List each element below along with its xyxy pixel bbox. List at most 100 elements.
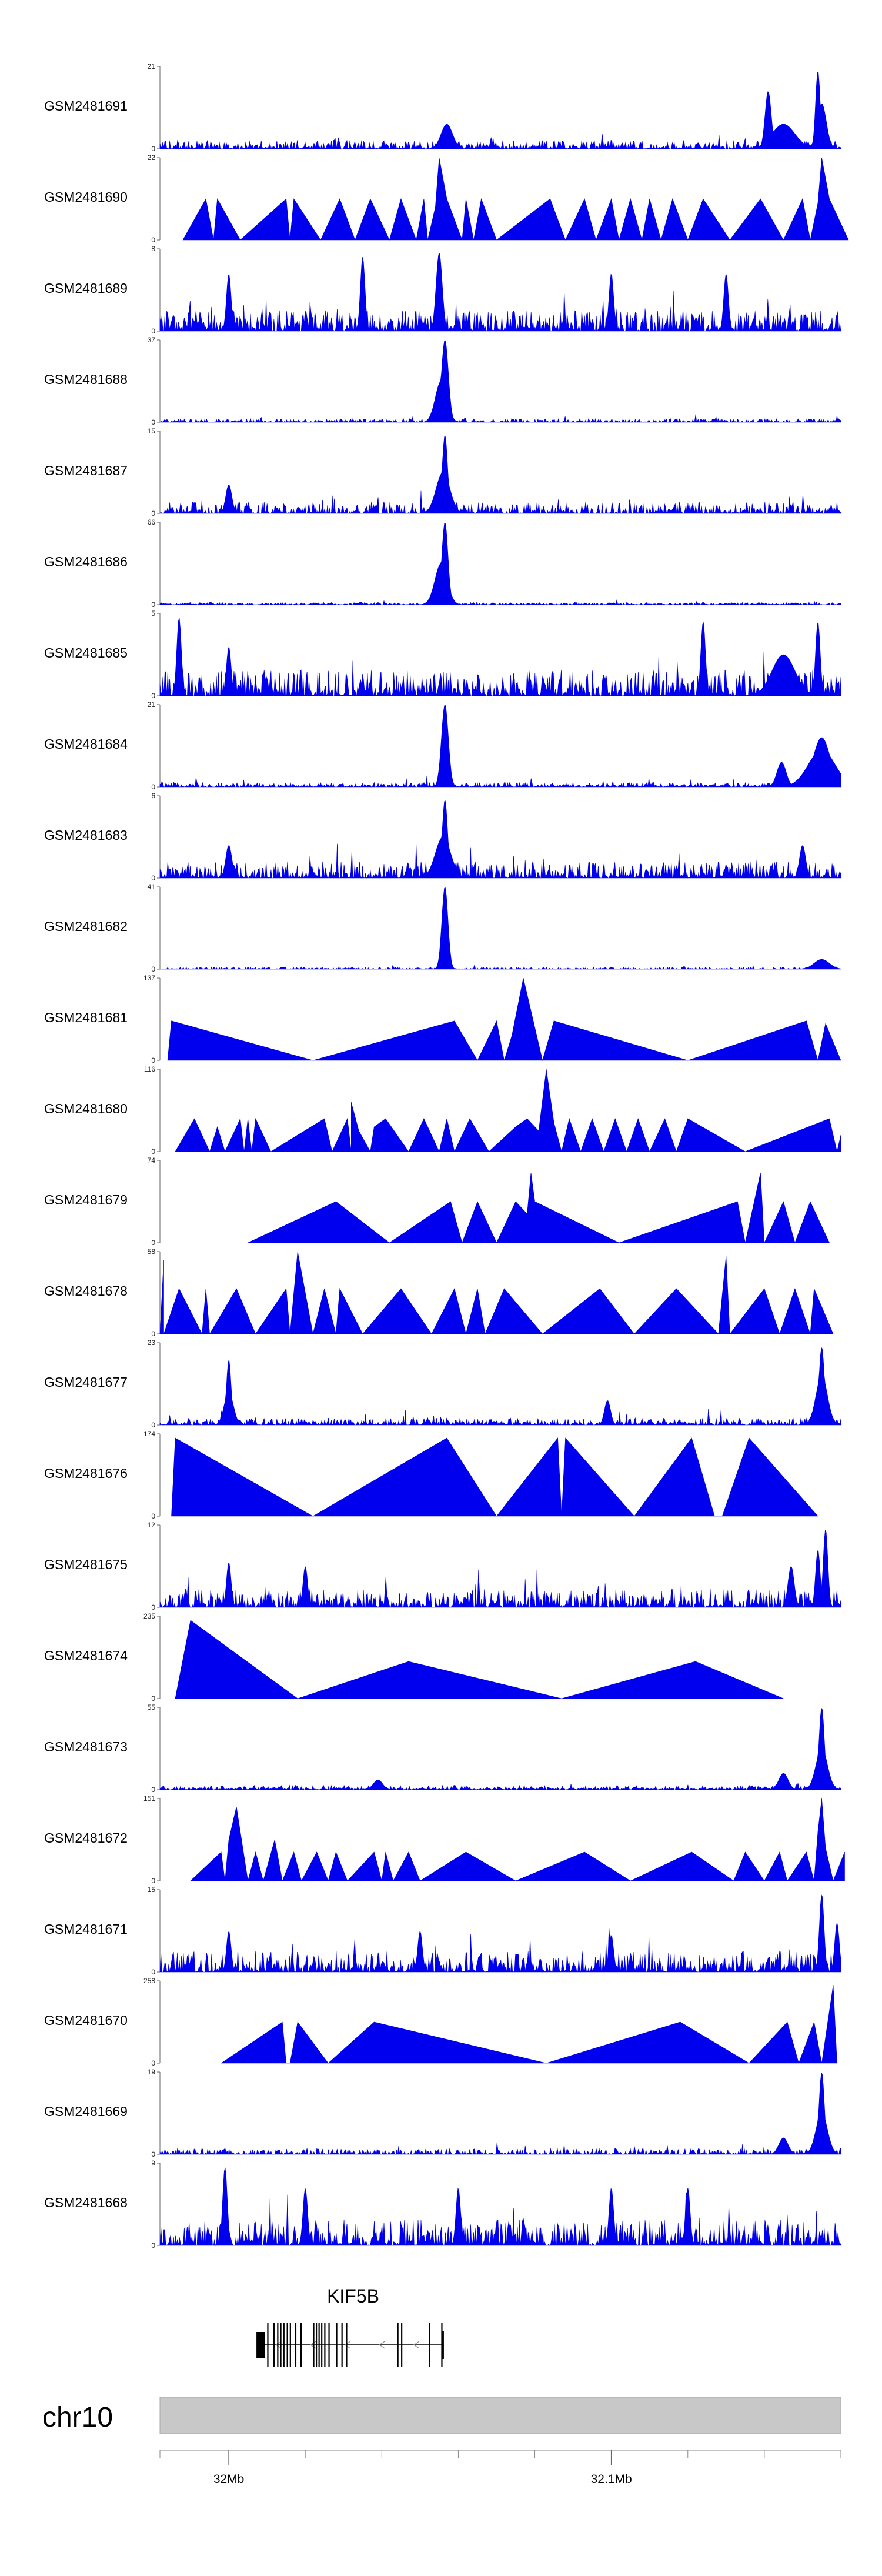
y-max-label: 12 <box>148 1521 156 1529</box>
track-label: GSM2481689 <box>44 281 128 296</box>
track-label: GSM2481681 <box>44 1010 128 1025</box>
track-label: GSM2481691 <box>44 98 128 114</box>
coverage-area <box>171 1437 818 1517</box>
y-max-label: 174 <box>143 1430 155 1438</box>
gene-exon <box>289 2323 291 2367</box>
y-max-label: 151 <box>143 1794 155 1803</box>
gene-exon <box>315 2323 318 2367</box>
y-min-label: 0 <box>151 692 155 700</box>
gene-exon <box>295 2323 297 2367</box>
gene-exon <box>318 2323 320 2367</box>
y-max-label: 9 <box>151 2159 155 2167</box>
coverage-area <box>159 1347 841 1426</box>
track-label: GSM2481684 <box>44 736 128 752</box>
track-label: GSM2481680 <box>44 1101 128 1116</box>
track-label: GSM2481677 <box>44 1374 128 1390</box>
track-label: GSM2481676 <box>44 1466 128 1481</box>
track-label: GSM2481671 <box>44 1921 128 1937</box>
gene-exon <box>283 2323 285 2367</box>
y-min-label: 0 <box>151 145 155 153</box>
y-max-label: 15 <box>148 427 156 435</box>
track-label: GSM2481682 <box>44 919 128 934</box>
y-max-label: 37 <box>148 336 156 344</box>
gene-exon <box>442 2331 444 2359</box>
y-min-label: 0 <box>151 1147 155 1156</box>
strand-arrow <box>379 2341 385 2349</box>
x-tick-label: 32Mb <box>213 2472 245 2486</box>
y-min-label: 0 <box>151 783 155 791</box>
y-min-label: 0 <box>151 1512 155 1520</box>
y-max-label: 137 <box>143 974 155 982</box>
coverage-area <box>159 618 841 697</box>
y-min-label: 0 <box>151 327 155 335</box>
coverage-area <box>159 522 841 605</box>
y-max-label: 23 <box>148 1339 156 1347</box>
track-label: GSM2481668 <box>44 2195 128 2210</box>
track-label: GSM2481678 <box>44 1283 128 1299</box>
y-min-label: 0 <box>151 2059 155 2067</box>
track-label: GSM2481672 <box>44 1830 128 1846</box>
y-max-label: 5 <box>151 609 155 618</box>
y-min-label: 0 <box>151 1239 155 1247</box>
y-min-label: 0 <box>151 600 155 609</box>
coverage-area <box>159 436 841 514</box>
coverage-area <box>167 977 841 1062</box>
track-label: GSM2481685 <box>44 645 128 660</box>
gene-exon <box>321 2323 323 2367</box>
gene-exon <box>429 2323 430 2367</box>
gene-exon <box>313 2323 315 2367</box>
y-min-label: 0 <box>151 1421 155 1429</box>
y-min-label: 0 <box>151 2150 155 2158</box>
track-label: GSM2481687 <box>44 463 128 478</box>
gene-exon <box>346 2323 348 2367</box>
y-min-label: 0 <box>151 965 155 973</box>
y-max-label: 258 <box>143 1977 155 1985</box>
y-max-label: 41 <box>148 883 156 891</box>
gene-exon <box>267 2323 269 2367</box>
y-min-label: 0 <box>151 1056 155 1065</box>
y-max-label: 116 <box>144 1065 155 1073</box>
coverage-area <box>159 1707 841 1791</box>
coverage-area <box>159 1894 841 1973</box>
y-max-label: 55 <box>148 1703 156 1711</box>
gene-exon <box>300 2323 302 2367</box>
y-max-label: 19 <box>148 2068 156 2076</box>
y-max-label: 66 <box>148 518 156 526</box>
coverage-area <box>159 705 841 788</box>
track-label: GSM2481674 <box>44 1648 128 1663</box>
chromosome-ideogram <box>159 2397 841 2434</box>
coverage-area <box>159 2167 841 2246</box>
x-tick-label: 32.1Mb <box>591 2472 632 2486</box>
track-label: GSM2481686 <box>44 554 128 569</box>
gene-exon <box>273 2323 275 2367</box>
y-min-label: 0 <box>151 509 155 518</box>
y-max-label: 8 <box>151 245 155 253</box>
y-max-label: 235 <box>143 1612 155 1620</box>
coverage-area <box>159 1251 834 1335</box>
gene-exon <box>401 2323 403 2367</box>
strand-arrow <box>413 2341 420 2349</box>
y-max-label: 15 <box>148 1886 156 1894</box>
track-label: GSM2481679 <box>44 1192 128 1207</box>
coverage-area <box>159 1529 841 1609</box>
coverage-area <box>190 1798 845 1882</box>
y-max-label: 58 <box>148 1247 156 1256</box>
coverage-area <box>159 2072 841 2155</box>
gene-exon <box>280 2323 282 2367</box>
track-label: GSM2481675 <box>44 1557 128 1572</box>
coverage-area <box>159 800 841 879</box>
gene-exon <box>441 2323 443 2367</box>
y-max-label: 22 <box>148 154 156 162</box>
track-label: GSM2481669 <box>44 2104 128 2119</box>
y-min-label: 0 <box>151 874 155 882</box>
y-min-label: 0 <box>151 418 155 426</box>
y-min-label: 0 <box>151 1968 155 1976</box>
coverage-area <box>248 1172 830 1243</box>
gene-exon <box>336 2323 338 2367</box>
y-min-label: 0 <box>151 1603 155 1611</box>
gene-exon <box>328 2323 330 2367</box>
coverage-area <box>220 1984 837 2064</box>
y-max-label: 6 <box>151 792 155 800</box>
coverage-area <box>159 252 841 332</box>
gene-exon <box>286 2323 288 2367</box>
